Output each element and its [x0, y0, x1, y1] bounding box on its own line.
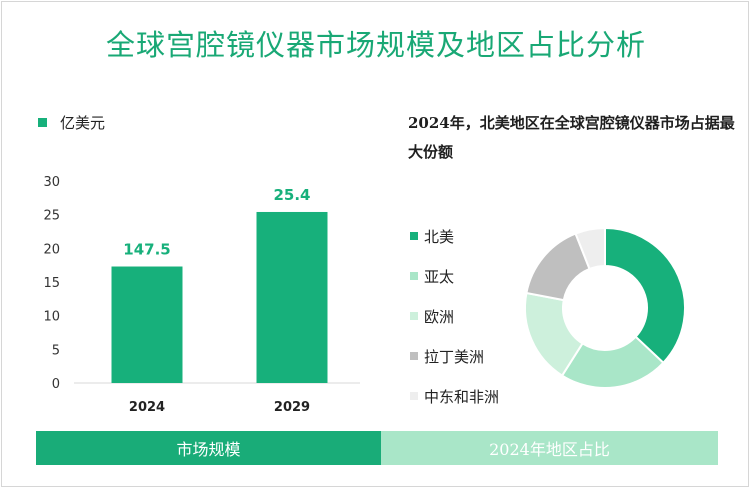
bar-2029 [256, 211, 328, 383]
unit-legend-swatch [38, 117, 47, 127]
unit-legend: 亿美元 [38, 112, 105, 132]
x-tick-label: 2029 [274, 400, 310, 415]
footer-market-size: 市场规模 [36, 431, 381, 465]
pie-legend-swatch [410, 392, 418, 400]
y-tick-label: 30 [43, 175, 60, 190]
pie-legend-swatch [410, 312, 418, 320]
pie-legend-label: 中东和非洲 [424, 387, 500, 406]
pie-legend-label: 亚太 [424, 267, 455, 286]
page-title: 全球宫腔镜仪器市场规模及地区占比分析 [105, 28, 646, 62]
pie-legend-item: 欧洲 [410, 296, 499, 336]
y-tick-label: 25 [43, 209, 60, 224]
donut-slice-0 [604, 226, 686, 365]
y-tick-label: 15 [43, 276, 60, 291]
pie-legend-label: 拉丁美洲 [424, 347, 485, 366]
pie-legend-swatch [410, 352, 418, 360]
footer-region-share: 2024年地区占比 [381, 431, 718, 465]
pie-legend-item: 北美 [410, 216, 499, 256]
x-tick-label: 2024 [129, 400, 165, 415]
y-tick-label: 20 [43, 242, 60, 257]
unit-legend-label: 亿美元 [60, 113, 106, 132]
pie-legend-swatch [410, 272, 418, 280]
pie-legend: 北美亚太欧洲拉丁美洲中东和非洲 [410, 216, 499, 416]
y-tick-label: 5 [52, 343, 60, 358]
pie-legend-swatch [410, 232, 418, 240]
donut-slice-4 [574, 226, 606, 271]
y-tick-label: 10 [43, 310, 60, 325]
bar-data-label: 25.4 [273, 186, 310, 204]
bar-data-label: 147.5 [123, 241, 170, 259]
pie-legend-label: 欧洲 [424, 307, 455, 326]
bar-2024 [111, 266, 183, 383]
y-tick-label: 0 [52, 377, 60, 392]
pie-legend-item: 中东和非洲 [410, 376, 499, 416]
pie-legend-item: 亚太 [410, 256, 499, 296]
pie-legend-item: 拉丁美洲 [410, 336, 499, 376]
pie-legend-label: 北美 [424, 227, 455, 246]
pie-title: 2024年，北美地区在全球宫腔镜仪器市场占据最大份额 [408, 114, 735, 161]
